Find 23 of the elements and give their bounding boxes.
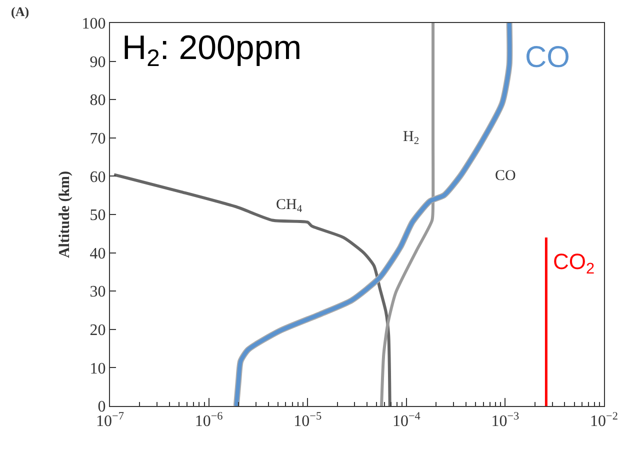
- y-tick-label: 100: [82, 16, 106, 33]
- y-tick-label: 50: [90, 207, 106, 224]
- y-tick-label: 80: [90, 92, 106, 110]
- x-tick-label: 10$^{−3}$: [491, 410, 520, 430]
- x-tick-label: 10$^{−5}$: [294, 410, 322, 430]
- y-tick-label: 10: [90, 360, 106, 378]
- x-tick-label: 10$^{−6}$: [194, 410, 224, 430]
- series-label: H$_{2}$: [403, 129, 420, 148]
- y-tick-label: 20: [90, 322, 106, 339]
- y-tick-label: 60: [90, 168, 106, 186]
- x-tick-label: 10$^{−2}$: [590, 410, 618, 430]
- text: (A): [11, 4, 30, 19]
- y-tick-label: 30: [90, 284, 106, 301]
- series-label: CO: [495, 168, 516, 184]
- annotation: H$_{2}$: 200ppm: [122, 29, 302, 72]
- y-tick-label: 90: [90, 54, 106, 71]
- x-tick-label: 10$^{−4}$: [392, 410, 421, 430]
- y-axis-title: Altitude (km): [57, 170, 74, 258]
- series-label: CH$_{4}$: [276, 197, 303, 216]
- y-tick-label: 70: [90, 130, 106, 148]
- y-tick-label: 40: [90, 245, 106, 262]
- series-label: CO$_{2}$: [553, 249, 595, 278]
- series-label: CO: [525, 41, 570, 74]
